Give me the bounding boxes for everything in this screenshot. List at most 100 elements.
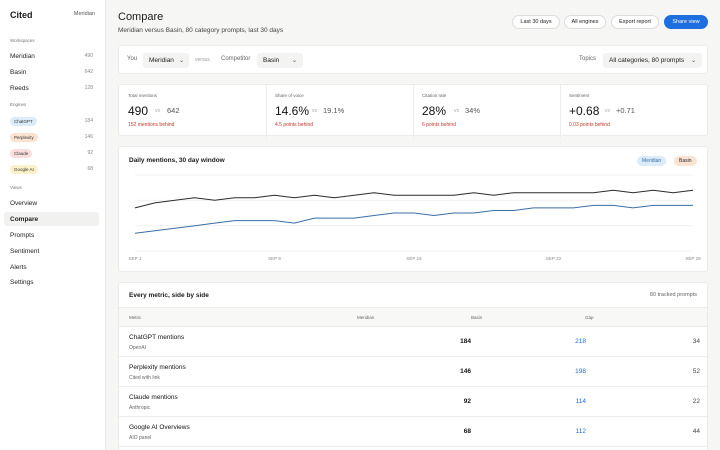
topics-select[interactable]: All categories, 80 prompts ⌄ bbox=[603, 53, 702, 68]
table-row[interactable]: Claude mentions Anthropic 92 114 22 bbox=[119, 387, 707, 417]
stat-competitor-value: +0.71 bbox=[616, 106, 635, 115]
stat-value: 14.6% bbox=[275, 104, 310, 118]
column-header-metric[interactable]: Metric bbox=[129, 315, 142, 320]
sidebar-item-label: Alerts bbox=[10, 263, 27, 271]
stat-label: Citation rate bbox=[422, 93, 447, 98]
stat-competitor-value: 642 bbox=[167, 106, 180, 115]
stat-vs: vs bbox=[312, 108, 317, 114]
x-tick-label: SEP 29 bbox=[685, 256, 701, 261]
sidebar-item-alerts[interactable]: Alerts bbox=[4, 260, 99, 274]
sidebar-item-compare[interactable]: Compare bbox=[4, 212, 99, 226]
engines-heading: Engines bbox=[10, 102, 27, 107]
gap-value: 34 bbox=[692, 338, 700, 345]
sidebar-item-prompts[interactable]: Prompts bbox=[4, 228, 99, 242]
stat-label: Sentiment bbox=[569, 93, 590, 98]
workspaces-heading: Workspaces bbox=[10, 38, 35, 43]
you-select-value: Meridian bbox=[149, 57, 174, 64]
sidebar-item-count: 642 bbox=[84, 69, 93, 75]
sidebar-item-google-ai[interactable]: Google AI 68 bbox=[4, 162, 99, 176]
stat-vs: vs bbox=[605, 108, 610, 114]
sidebar-item-sentiment[interactable]: Sentiment bbox=[4, 244, 99, 258]
sidebar-item-basin[interactable]: Basin 642 bbox=[4, 65, 99, 79]
gap-value: 22 bbox=[692, 398, 700, 405]
you-select[interactable]: Meridian ⌄ bbox=[143, 53, 189, 68]
metric-name: Claude mentions bbox=[129, 394, 178, 401]
divider bbox=[560, 85, 561, 137]
basin-value[interactable]: 112 bbox=[575, 428, 586, 435]
daily-mentions-chart: SEP 1 SEP 8 SEP 15 SEP 22 SEP 29 bbox=[129, 174, 701, 261]
column-header-gap[interactable]: Gap bbox=[585, 315, 594, 320]
sidebar-item-claude[interactable]: Claude 92 bbox=[4, 146, 99, 160]
metric-name: Perplexity mentions bbox=[129, 364, 186, 371]
sidebar-item-meridian[interactable]: Meridian 490 bbox=[4, 49, 99, 63]
basin-value[interactable]: 198 bbox=[575, 368, 586, 375]
series-line-meridian bbox=[134, 204, 693, 234]
x-tick-label: SEP 8 bbox=[268, 256, 281, 261]
sidebar-item-label: Compare bbox=[10, 215, 39, 223]
table-row[interactable]: Perplexity mentions Cited with link 146 … bbox=[119, 357, 707, 387]
divider bbox=[413, 85, 414, 137]
meridian-value: 68 bbox=[463, 428, 471, 435]
stat-note: 4.5 points behind bbox=[275, 122, 314, 128]
topics-select-value: All categories, 80 prompts bbox=[609, 57, 685, 64]
column-header-basin[interactable]: Basin bbox=[471, 315, 483, 320]
chevron-down-icon: ⌄ bbox=[690, 58, 696, 64]
x-tick-label: SEP 22 bbox=[546, 256, 562, 261]
basin-value[interactable]: 218 bbox=[575, 338, 586, 345]
sidebar-item-perplexity[interactable]: Perplexity 146 bbox=[4, 130, 99, 144]
sidebar-item-label: Reeds bbox=[10, 84, 29, 92]
comparison-filter-bar: You Meridian ⌄ versus Competitor Basin ⌄… bbox=[118, 45, 708, 74]
x-tick-label: SEP 15 bbox=[406, 256, 422, 261]
stat-sentiment: Sentiment +0.68 vs +0.71 0.03 points beh… bbox=[560, 85, 709, 137]
sidebar-item-overview[interactable]: Overview bbox=[4, 196, 99, 210]
metric-subtitle: AIO panel bbox=[129, 435, 152, 441]
engine-pill-chatgpt: ChatGPT bbox=[10, 116, 37, 126]
sidebar-item-label: Overview bbox=[10, 199, 38, 207]
metrics-table-card: Every metric, side by side 80 tracked pr… bbox=[118, 282, 708, 450]
workspace-switcher[interactable]: Meridian bbox=[73, 11, 95, 17]
chart-title: Daily mentions, 30 day window bbox=[129, 157, 225, 164]
brand-logo[interactable]: Cited bbox=[10, 10, 33, 20]
table-row[interactable]: Google AI Overviews AIO panel 68 112 44 bbox=[119, 417, 707, 447]
basin-value[interactable]: 114 bbox=[575, 398, 586, 405]
page-subtitle: Meridian versus Basin, 80 category promp… bbox=[118, 27, 284, 34]
sidebar-item-reeds[interactable]: Reeds 128 bbox=[4, 81, 99, 95]
sidebar-item-count: 68 bbox=[87, 166, 93, 172]
meridian-value: 184 bbox=[460, 338, 471, 345]
metric-name: ChatGPT mentions bbox=[129, 334, 185, 341]
stat-note: 152 mentions behind bbox=[128, 122, 175, 128]
sidebar-item-label: Meridian bbox=[10, 52, 35, 60]
sidebar-item-settings[interactable]: Settings bbox=[4, 275, 99, 289]
gap-value: 44 bbox=[692, 428, 700, 435]
stat-note: 0.03 points behind bbox=[569, 122, 610, 128]
competitor-select-value: Basin bbox=[263, 57, 280, 64]
competitor-label: Competitor bbox=[221, 56, 251, 62]
daily-mentions-chart-card: SEP 1 SEP 8 SEP 15 SEP 22 SEP 29 Daily menti… bbox=[118, 146, 708, 272]
gap-value: 52 bbox=[692, 368, 700, 375]
legend-item-basin[interactable]: Basin bbox=[674, 156, 697, 166]
date-range-button[interactable]: Last 30 days bbox=[512, 15, 560, 29]
sidebar-item-label: Sentiment bbox=[10, 247, 40, 255]
engines-filter-button[interactable]: All engines bbox=[564, 15, 606, 29]
export-report-button[interactable]: Export report bbox=[611, 15, 659, 29]
metric-subtitle: OpenAI bbox=[129, 345, 146, 351]
sidebar-item-count: 184 bbox=[84, 118, 93, 124]
column-header-meridian[interactable]: Meridian bbox=[357, 315, 375, 320]
competitor-select[interactable]: Basin ⌄ bbox=[257, 53, 303, 68]
sidebar-item-count: 92 bbox=[87, 150, 93, 156]
legend-item-meridian[interactable]: Meridian bbox=[637, 156, 667, 166]
table-row[interactable]: ChatGPT mentions OpenAI 184 218 34 bbox=[119, 327, 707, 357]
stat-vs: vs bbox=[155, 108, 160, 114]
stat-competitor-value: 34% bbox=[465, 106, 481, 115]
meridian-value: 146 bbox=[460, 368, 471, 375]
engine-pill-perplexity: Perplexity bbox=[10, 132, 38, 142]
metric-subtitle: Anthropic bbox=[129, 405, 151, 411]
share-view-button[interactable]: Share view bbox=[664, 15, 708, 29]
engine-pill-claude: Claude bbox=[10, 148, 33, 158]
stats-summary: Total mentions 490 vs 642 152 mentions b… bbox=[118, 84, 709, 137]
views-heading: Views bbox=[10, 185, 22, 190]
table-header: Metric Meridian Basin Gap bbox=[119, 307, 707, 327]
sidebar-item-chatgpt[interactable]: ChatGPT 184 bbox=[4, 114, 99, 128]
sidebar-item-label: Prompts bbox=[10, 231, 35, 239]
stat-vs: vs bbox=[454, 108, 459, 114]
